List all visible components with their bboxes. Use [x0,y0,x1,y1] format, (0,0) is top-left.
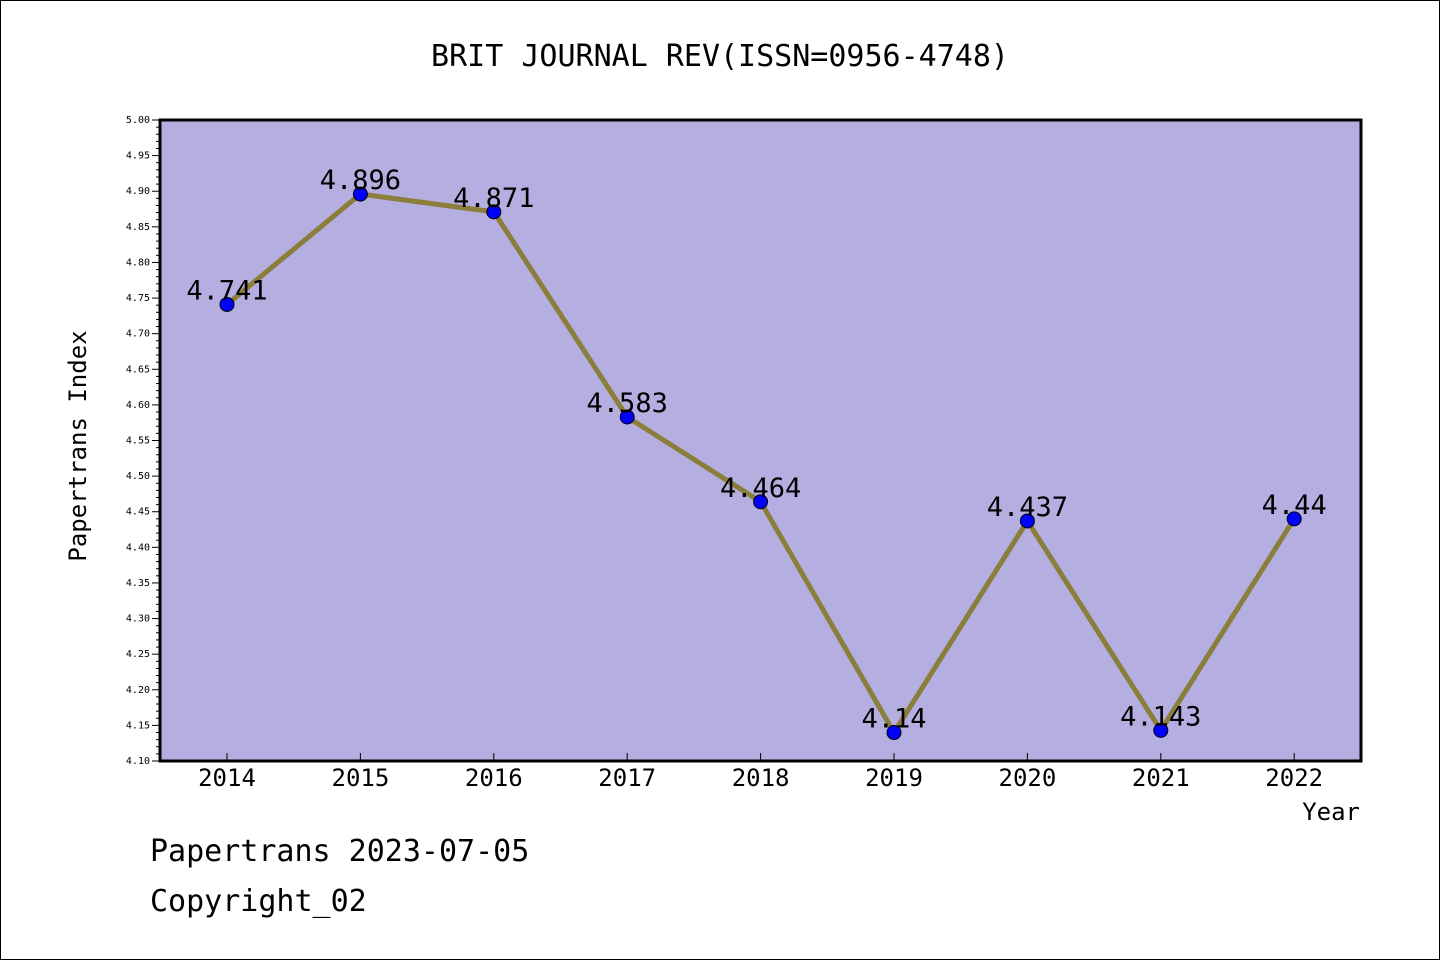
x-tick-label: 2018 [732,764,790,792]
y-tick-label: 4.30 [126,614,150,625]
data-label: 4.143 [1120,701,1201,732]
x-tick-label: 2015 [332,764,390,792]
y-tick-label: 4.25 [126,649,150,660]
x-tick-label: 2017 [598,764,656,792]
data-point [1019,513,1035,529]
y-tick-label: 4.40 [126,542,150,553]
y-tick-label: 4.50 [126,471,150,482]
data-label: 4.44 [1262,490,1327,521]
data-label: 4.437 [987,492,1068,523]
y-tick-label: 4.90 [126,186,150,197]
x-tick-label: 2021 [1132,764,1190,792]
data-point [619,409,635,425]
data-point [753,494,769,510]
plot-area [158,118,1363,763]
y-tick-label: 4.95 [126,151,150,162]
data-label: 4.741 [186,275,267,306]
data-label: 4.896 [320,165,401,196]
y-tick-label: 4.45 [126,507,150,518]
data-label: 4.583 [587,388,668,419]
chart-title: BRIT JOURNAL REV(ISSN=0956-4748) [431,39,1009,74]
y-tick-label: 4.20 [126,685,150,696]
x-tick-label: 2016 [465,764,523,792]
y-axis-label: Papertrans Index [64,330,92,561]
x-tick-label: 2020 [999,764,1057,792]
data-label: 4.464 [720,473,801,504]
data-point [1286,511,1302,527]
x-tick-label: 2019 [865,764,923,792]
x-tick-label: 2014 [198,764,256,792]
y-axis: 4.10 4.15 4.20 4.25 4.30 4.35 4.40 4.45 4.50 4.55… [126,115,160,767]
x-axis-label: Year [1302,798,1360,826]
y-tick-label: 4.15 [126,720,150,731]
y-tick-label: 5.00 [126,115,150,126]
series-layer: 4.741 4.896 4.871 4.583 4.464 4.14 4.437 4.143 4… [186,165,1327,741]
y-tick-label: 4.70 [126,329,150,340]
data-label: 4.871 [453,183,534,214]
y-tick-label: 4.55 [126,436,150,447]
x-axis: 2014 2015 2016 2017 2018 2019 2020 2021 2022 [198,753,1323,792]
y-tick-label: 4.75 [126,293,150,304]
footer-date: Papertrans 2023-07-05 [150,834,530,869]
footer-copyright: Copyright_02 [150,884,367,919]
y-tick-label: 4.65 [126,364,150,375]
y-tick-label: 4.85 [126,222,150,233]
data-point [486,204,502,220]
data-label: 4.14 [861,704,926,735]
y-tick-label: 4.60 [126,400,150,411]
data-point [886,725,902,741]
y-tick-label: 4.35 [126,578,150,589]
data-point [352,186,368,202]
data-point [1153,722,1169,738]
data-point [219,296,235,312]
y-tick-label: 4.80 [126,257,150,268]
x-tick-label: 2022 [1265,764,1323,792]
y-tick-label: 4.10 [126,756,150,767]
